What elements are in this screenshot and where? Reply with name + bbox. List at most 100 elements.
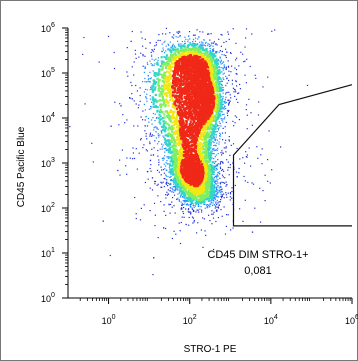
event-dot bbox=[171, 45, 174, 47]
event-dot bbox=[133, 157, 136, 159]
event-dot bbox=[215, 61, 218, 64]
event-dot bbox=[183, 131, 186, 135]
event-dot bbox=[181, 176, 184, 179]
event-dot bbox=[187, 198, 190, 201]
event-dot bbox=[171, 103, 174, 106]
event-dot bbox=[169, 160, 172, 163]
event-dot bbox=[245, 28, 248, 30]
event-dot bbox=[182, 122, 185, 125]
event-dot bbox=[192, 126, 195, 129]
event-dot bbox=[160, 56, 163, 59]
event-dot bbox=[179, 230, 181, 232]
event-dot bbox=[175, 71, 178, 74]
event-dot bbox=[215, 59, 218, 62]
event-dot bbox=[229, 100, 231, 102]
event-dot bbox=[216, 44, 218, 46]
event-dot bbox=[205, 48, 208, 51]
event-dot bbox=[213, 248, 215, 251]
event-dot bbox=[181, 216, 183, 218]
event-dot bbox=[144, 38, 146, 40]
event-dot bbox=[216, 203, 218, 205]
event-dot bbox=[201, 209, 203, 211]
event-dot bbox=[174, 176, 177, 179]
event-dot bbox=[181, 116, 184, 119]
event-dot bbox=[172, 136, 175, 139]
event-dot bbox=[167, 150, 170, 153]
event-dot bbox=[171, 170, 174, 173]
event-dot bbox=[219, 132, 221, 134]
event-dot bbox=[169, 203, 172, 205]
event-dot bbox=[211, 127, 214, 130]
event-dot bbox=[214, 84, 217, 87]
event-dot bbox=[225, 101, 227, 104]
event-dot bbox=[189, 108, 192, 111]
event-dot bbox=[217, 77, 221, 80]
event-dot bbox=[215, 165, 217, 167]
event-dot bbox=[160, 125, 164, 129]
event-dot bbox=[193, 134, 196, 137]
event-dot bbox=[234, 67, 236, 69]
event-dot bbox=[227, 33, 230, 35]
event-dot bbox=[169, 32, 171, 34]
event-dot bbox=[195, 53, 198, 56]
event-dot bbox=[190, 212, 192, 214]
event-dot bbox=[192, 153, 195, 157]
event-dot bbox=[163, 102, 166, 105]
event-dot bbox=[213, 153, 215, 155]
event-dot bbox=[174, 145, 177, 148]
event-dot bbox=[187, 118, 190, 121]
event-dot bbox=[166, 191, 168, 193]
event-dot bbox=[188, 35, 190, 37]
event-dot bbox=[185, 113, 188, 116]
event-dot bbox=[267, 180, 269, 182]
event-dot bbox=[217, 153, 219, 155]
event-dot bbox=[179, 35, 181, 37]
event-dot bbox=[229, 164, 231, 166]
event-dot bbox=[135, 57, 137, 59]
event-dot bbox=[225, 93, 227, 95]
event-dot bbox=[218, 201, 220, 203]
event-dot bbox=[200, 135, 203, 138]
event-dot bbox=[200, 61, 203, 64]
event-dot bbox=[120, 105, 122, 107]
event-dot bbox=[225, 66, 228, 68]
event-dot bbox=[199, 160, 202, 163]
event-dot bbox=[165, 147, 167, 149]
event-dot bbox=[161, 143, 163, 145]
event-dot bbox=[215, 220, 217, 223]
event-dot bbox=[221, 111, 223, 113]
event-dot bbox=[172, 131, 175, 134]
event-dot bbox=[204, 157, 207, 160]
event-dot bbox=[216, 71, 219, 74]
event-dot bbox=[162, 97, 165, 100]
event-dot bbox=[157, 39, 159, 41]
event-dot bbox=[250, 165, 252, 167]
event-dot bbox=[164, 130, 167, 133]
event-dot bbox=[204, 148, 207, 151]
event-dot bbox=[218, 81, 221, 84]
event-dot bbox=[170, 128, 173, 131]
event-dot bbox=[177, 40, 179, 42]
event-dot bbox=[182, 129, 185, 132]
event-dot bbox=[213, 148, 215, 150]
event-dot bbox=[202, 45, 204, 47]
event-dot bbox=[175, 129, 178, 132]
event-dot bbox=[154, 45, 156, 47]
event-dot bbox=[180, 98, 183, 101]
event-dot bbox=[193, 115, 197, 118]
event-dot bbox=[217, 98, 220, 101]
event-dot bbox=[211, 105, 214, 108]
event-dot bbox=[169, 84, 172, 87]
event-dot bbox=[185, 106, 188, 110]
event-dot bbox=[218, 127, 220, 129]
event-dot bbox=[211, 48, 214, 51]
event-dot bbox=[142, 55, 144, 57]
event-dot bbox=[182, 79, 185, 82]
event-dot bbox=[129, 97, 131, 99]
event-dot bbox=[169, 111, 172, 114]
event-dot bbox=[176, 91, 179, 94]
event-dot bbox=[172, 186, 174, 188]
event-dot bbox=[271, 30, 273, 32]
event-dot bbox=[230, 71, 232, 73]
event-dot bbox=[176, 78, 179, 81]
